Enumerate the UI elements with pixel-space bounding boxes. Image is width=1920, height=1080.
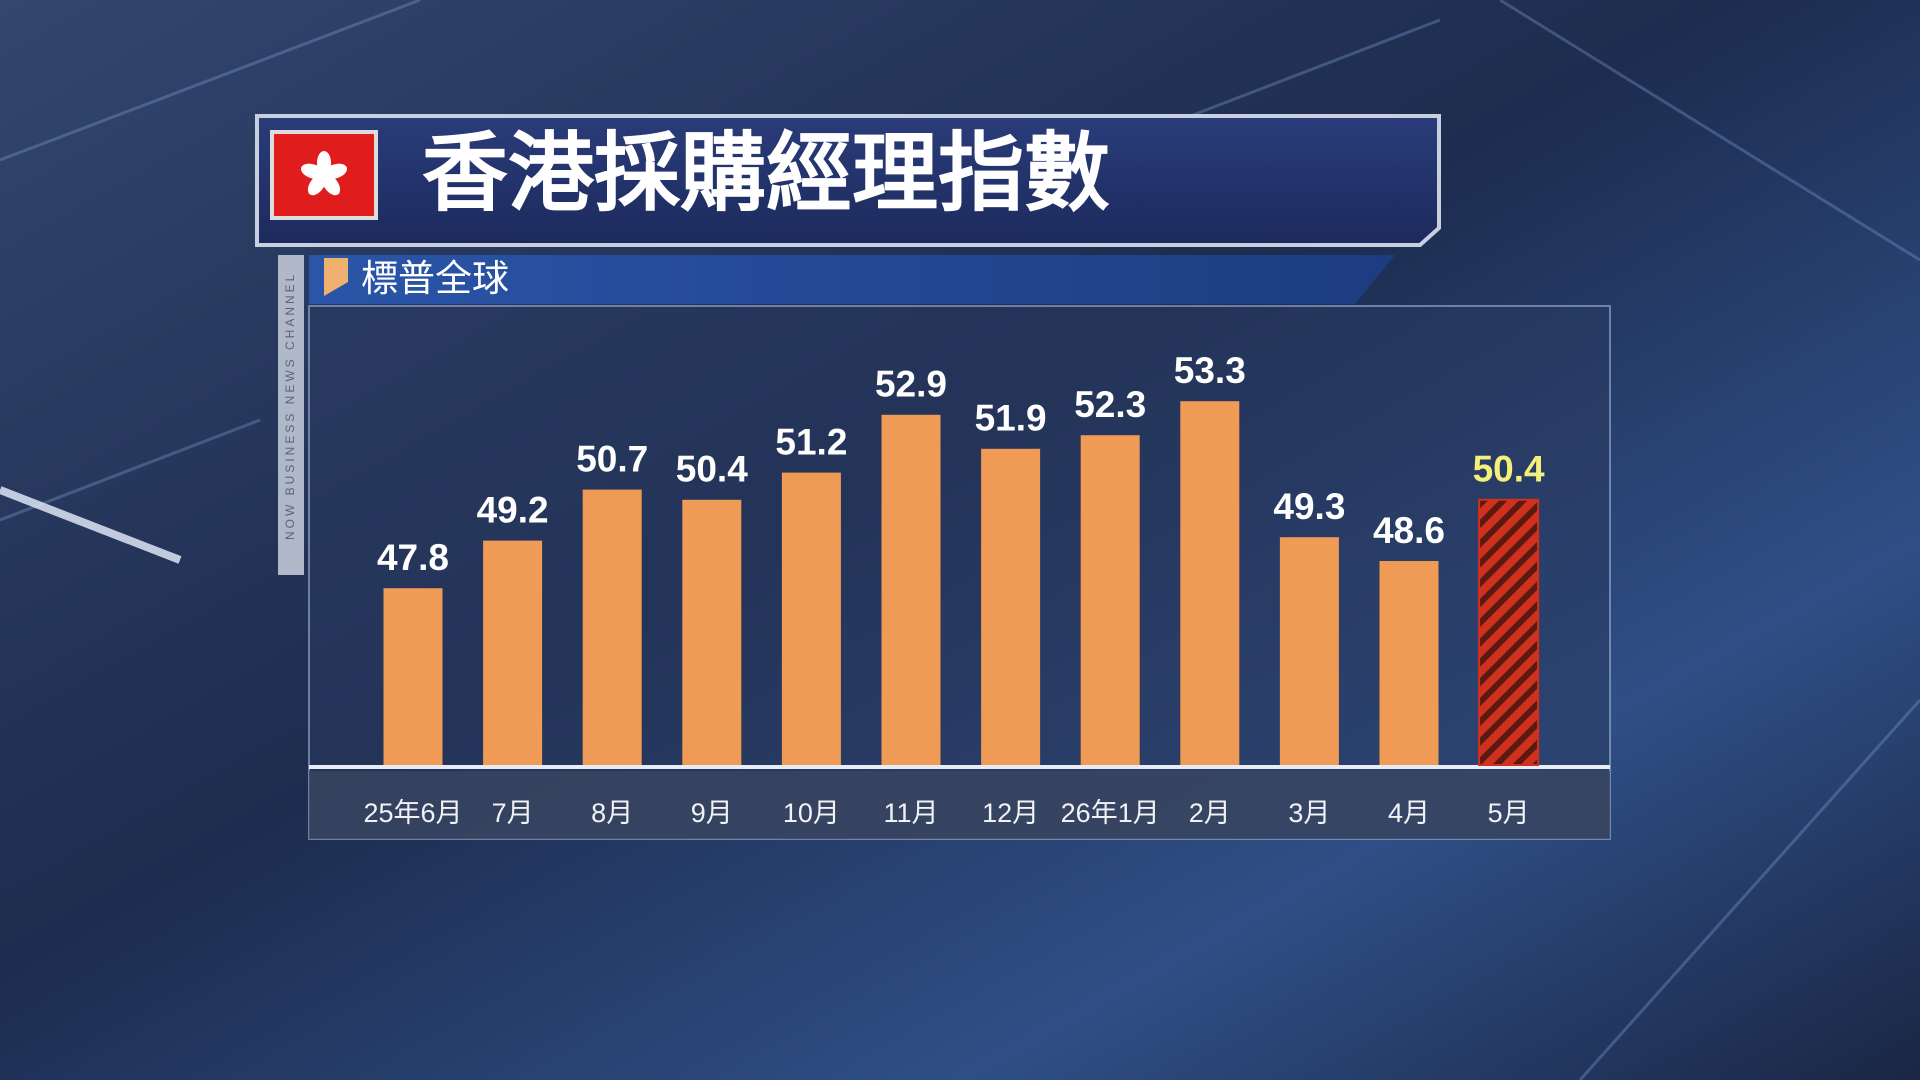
x-tick-label: 11月 — [883, 798, 938, 828]
x-tick-label: 10月 — [783, 798, 840, 828]
subtitle-marker — [324, 258, 348, 296]
title-banner — [255, 114, 1441, 247]
bar — [383, 588, 443, 765]
bar — [1379, 561, 1439, 765]
category-strip — [309, 771, 1610, 839]
x-tick-label: 5月 — [1488, 798, 1530, 828]
decor-light — [0, 486, 182, 564]
flag-flower — [300, 151, 348, 196]
bar — [682, 499, 742, 765]
bar — [1080, 435, 1140, 765]
value-label: 52.3 — [1074, 384, 1146, 425]
value-label: 50.4 — [1473, 449, 1545, 490]
x-tick-label: 8月 — [591, 798, 633, 828]
bar — [881, 414, 941, 765]
x-tick-label: 7月 — [492, 798, 534, 828]
subtitle-bar — [309, 255, 1395, 304]
chart-title: 香港採購經理指數 — [422, 126, 1110, 222]
value-label: 50.4 — [676, 449, 748, 490]
value-label: 48.6 — [1373, 510, 1445, 551]
x-tick-label: 4月 — [1388, 798, 1430, 828]
chart-subtitle: 標普全球 — [361, 258, 509, 299]
channel-strip — [278, 255, 304, 575]
x-tick-label: 9月 — [691, 798, 733, 828]
value-label: 47.8 — [377, 537, 449, 578]
bar — [1180, 401, 1240, 765]
value-label: 51.9 — [975, 398, 1047, 439]
value-label: 53.3 — [1174, 350, 1246, 391]
x-tick-label: 3月 — [1288, 798, 1330, 828]
value-label: 50.7 — [576, 438, 648, 479]
bar — [981, 448, 1041, 765]
value-label: 49.2 — [477, 489, 549, 530]
value-label: 51.2 — [775, 421, 847, 462]
bar — [1478, 498, 1540, 766]
value-label: 52.9 — [875, 364, 947, 405]
bar — [582, 489, 642, 765]
x-tick-label: 25年6月 — [363, 798, 462, 828]
channel-label: NOW BUSINESS NEWS CHANNEL — [283, 272, 297, 540]
x-tick-label: 12月 — [982, 798, 1039, 828]
bar — [483, 540, 543, 765]
x-tick-label: 26年1月 — [1061, 798, 1160, 828]
x-tick-label: 2月 — [1189, 798, 1231, 828]
bar — [1279, 537, 1339, 765]
bar — [781, 472, 841, 765]
value-label: 49.3 — [1273, 486, 1345, 527]
